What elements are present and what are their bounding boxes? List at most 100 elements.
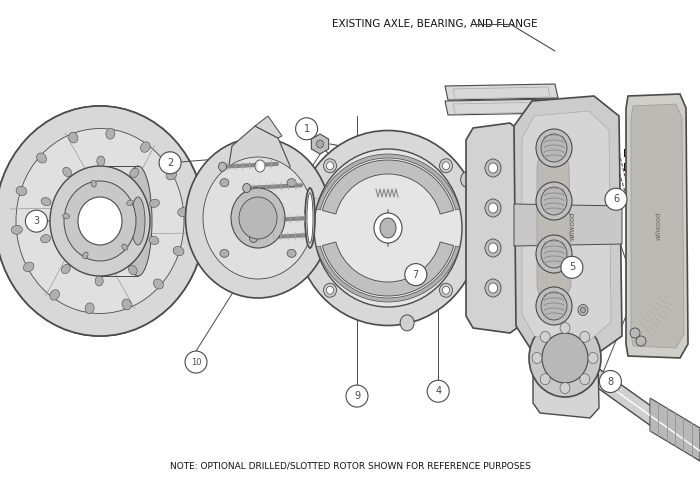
Wedge shape <box>316 246 459 302</box>
Ellipse shape <box>153 279 163 289</box>
Ellipse shape <box>560 323 570 333</box>
Text: 9: 9 <box>354 391 360 401</box>
Ellipse shape <box>78 197 122 245</box>
Ellipse shape <box>489 283 498 293</box>
Ellipse shape <box>529 319 601 397</box>
Ellipse shape <box>323 283 337 297</box>
Ellipse shape <box>307 193 313 243</box>
Polygon shape <box>255 116 282 138</box>
Ellipse shape <box>541 240 567 268</box>
Ellipse shape <box>442 162 449 170</box>
Text: 7: 7 <box>413 270 419 279</box>
Ellipse shape <box>536 129 572 167</box>
Circle shape <box>599 370 622 393</box>
Ellipse shape <box>578 305 588 315</box>
Text: 2: 2 <box>167 158 173 168</box>
Ellipse shape <box>11 226 22 234</box>
Ellipse shape <box>130 168 139 177</box>
Ellipse shape <box>149 236 159 244</box>
Text: 3: 3 <box>34 216 39 226</box>
Ellipse shape <box>64 181 136 261</box>
Polygon shape <box>650 398 700 461</box>
Polygon shape <box>453 102 550 114</box>
Ellipse shape <box>442 286 449 294</box>
Polygon shape <box>537 154 571 298</box>
Circle shape <box>295 118 318 140</box>
Ellipse shape <box>485 279 501 297</box>
Ellipse shape <box>440 159 452 173</box>
Ellipse shape <box>106 128 115 139</box>
Ellipse shape <box>41 197 51 206</box>
Ellipse shape <box>252 216 260 225</box>
Ellipse shape <box>178 208 189 217</box>
Ellipse shape <box>380 218 396 238</box>
Text: EXISTING AXLE, BEARING, AND FLANGE: EXISTING AXLE, BEARING, AND FLANGE <box>332 19 538 29</box>
Ellipse shape <box>560 382 570 394</box>
Ellipse shape <box>580 307 585 313</box>
Ellipse shape <box>326 162 333 170</box>
Ellipse shape <box>547 313 552 319</box>
Wedge shape <box>316 154 459 210</box>
Ellipse shape <box>41 235 50 243</box>
Ellipse shape <box>541 292 567 320</box>
Ellipse shape <box>297 180 311 196</box>
Polygon shape <box>312 134 329 154</box>
Ellipse shape <box>255 188 265 200</box>
Ellipse shape <box>83 252 88 259</box>
Ellipse shape <box>0 106 205 336</box>
Polygon shape <box>560 341 700 461</box>
Ellipse shape <box>580 374 590 385</box>
Ellipse shape <box>69 132 78 143</box>
Ellipse shape <box>36 153 47 163</box>
Text: EXISTING NUT: EXISTING NUT <box>352 143 425 153</box>
Polygon shape <box>514 96 622 356</box>
Wedge shape <box>322 242 454 296</box>
Ellipse shape <box>541 134 567 162</box>
Text: NOTE: OPTIONAL DRILLED/SLOTTED ROTOR SHOWN FOR REFERENCE PURPOSES: NOTE: OPTIONAL DRILLED/SLOTTED ROTOR SHO… <box>169 462 531 470</box>
Ellipse shape <box>231 188 285 248</box>
Ellipse shape <box>150 199 160 208</box>
Text: 10: 10 <box>190 358 202 366</box>
Ellipse shape <box>239 197 277 239</box>
Ellipse shape <box>485 159 501 177</box>
Ellipse shape <box>541 187 567 215</box>
Ellipse shape <box>316 140 323 148</box>
Ellipse shape <box>536 182 572 220</box>
Text: 6: 6 <box>613 194 619 204</box>
Ellipse shape <box>85 303 94 314</box>
Circle shape <box>25 210 48 232</box>
Ellipse shape <box>186 138 330 298</box>
Text: 8: 8 <box>608 377 613 386</box>
Ellipse shape <box>91 180 96 187</box>
Polygon shape <box>228 126 290 216</box>
Ellipse shape <box>63 167 71 176</box>
Ellipse shape <box>580 331 590 342</box>
Circle shape <box>427 380 449 402</box>
Ellipse shape <box>50 290 60 300</box>
Ellipse shape <box>545 311 555 322</box>
Ellipse shape <box>127 200 133 206</box>
Circle shape <box>159 152 181 174</box>
Ellipse shape <box>122 244 128 250</box>
Circle shape <box>346 385 368 407</box>
Ellipse shape <box>536 235 572 273</box>
Ellipse shape <box>305 188 315 248</box>
Ellipse shape <box>542 333 588 383</box>
Ellipse shape <box>461 172 475 188</box>
Ellipse shape <box>588 352 598 364</box>
Ellipse shape <box>323 159 337 173</box>
Ellipse shape <box>166 170 176 180</box>
Ellipse shape <box>287 249 296 258</box>
Polygon shape <box>514 204 622 246</box>
Ellipse shape <box>287 179 296 187</box>
Ellipse shape <box>314 149 462 307</box>
Ellipse shape <box>122 299 132 310</box>
Ellipse shape <box>485 239 501 257</box>
Wedge shape <box>322 160 454 214</box>
Polygon shape <box>466 123 528 333</box>
Ellipse shape <box>220 249 229 258</box>
Ellipse shape <box>374 213 402 243</box>
Ellipse shape <box>540 331 550 342</box>
Ellipse shape <box>540 374 550 385</box>
Ellipse shape <box>636 336 646 346</box>
